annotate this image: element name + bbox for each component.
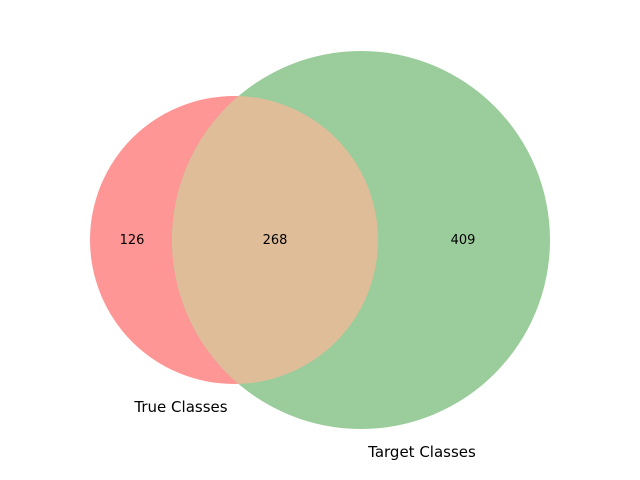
- overlap-count: 268: [263, 233, 288, 248]
- target-classes-label: Target Classes: [367, 443, 476, 461]
- overlap-region: [172, 96, 378, 384]
- only-true-count: 126: [120, 233, 145, 248]
- only-target-count: 409: [451, 233, 476, 248]
- true-classes-label: True Classes: [133, 398, 227, 416]
